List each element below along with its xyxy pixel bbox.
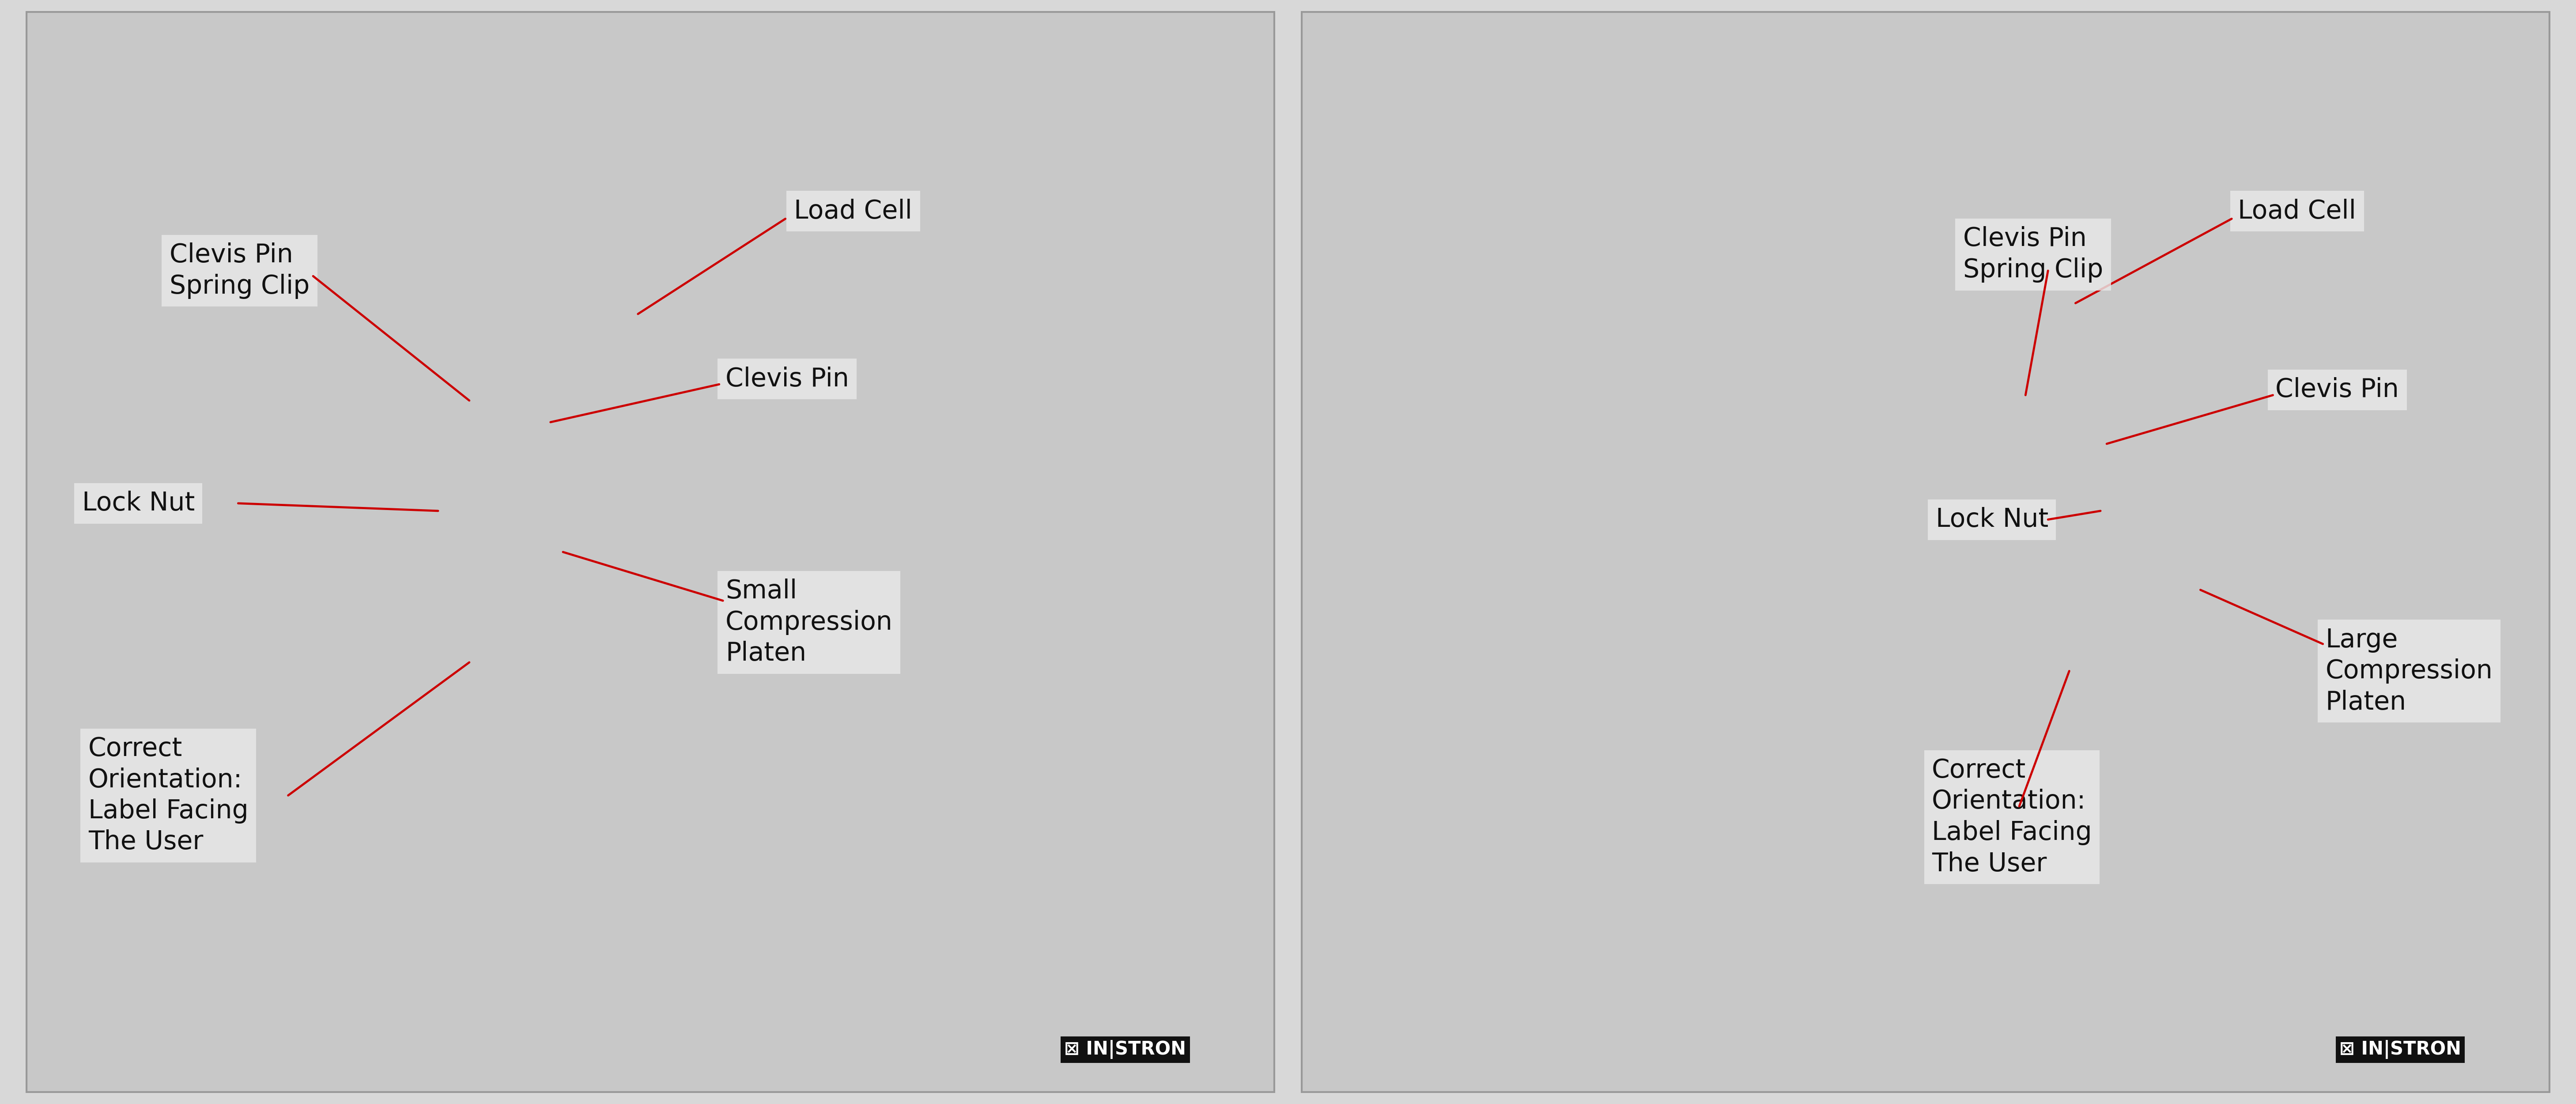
Text: Lock Nut: Lock Nut xyxy=(82,490,196,516)
Text: Clevis Pin: Clevis Pin xyxy=(726,367,850,392)
Text: Large
Compression
Platen: Large Compression Platen xyxy=(2326,627,2494,714)
Text: Load Cell: Load Cell xyxy=(2239,199,2357,224)
Text: Clevis Pin
Spring Clip: Clevis Pin Spring Clip xyxy=(1963,226,2102,283)
Text: Load Cell: Load Cell xyxy=(793,199,912,224)
Text: Correct
Orientation:
Label Facing
The User: Correct Orientation: Label Facing The Us… xyxy=(1932,757,2092,877)
Text: Small
Compression
Platen: Small Compression Platen xyxy=(726,578,894,666)
Text: Lock Nut: Lock Nut xyxy=(1935,507,2048,532)
Text: ⊠ IN|STRON: ⊠ IN|STRON xyxy=(1064,1040,1185,1059)
Text: Clevis Pin: Clevis Pin xyxy=(2275,378,2398,402)
Text: ⊠ IN|STRON: ⊠ IN|STRON xyxy=(2339,1040,2460,1059)
Text: Correct
Orientation:
Label Facing
The User: Correct Orientation: Label Facing The Us… xyxy=(88,736,247,854)
Text: Clevis Pin
Spring Clip: Clevis Pin Spring Clip xyxy=(170,243,309,299)
